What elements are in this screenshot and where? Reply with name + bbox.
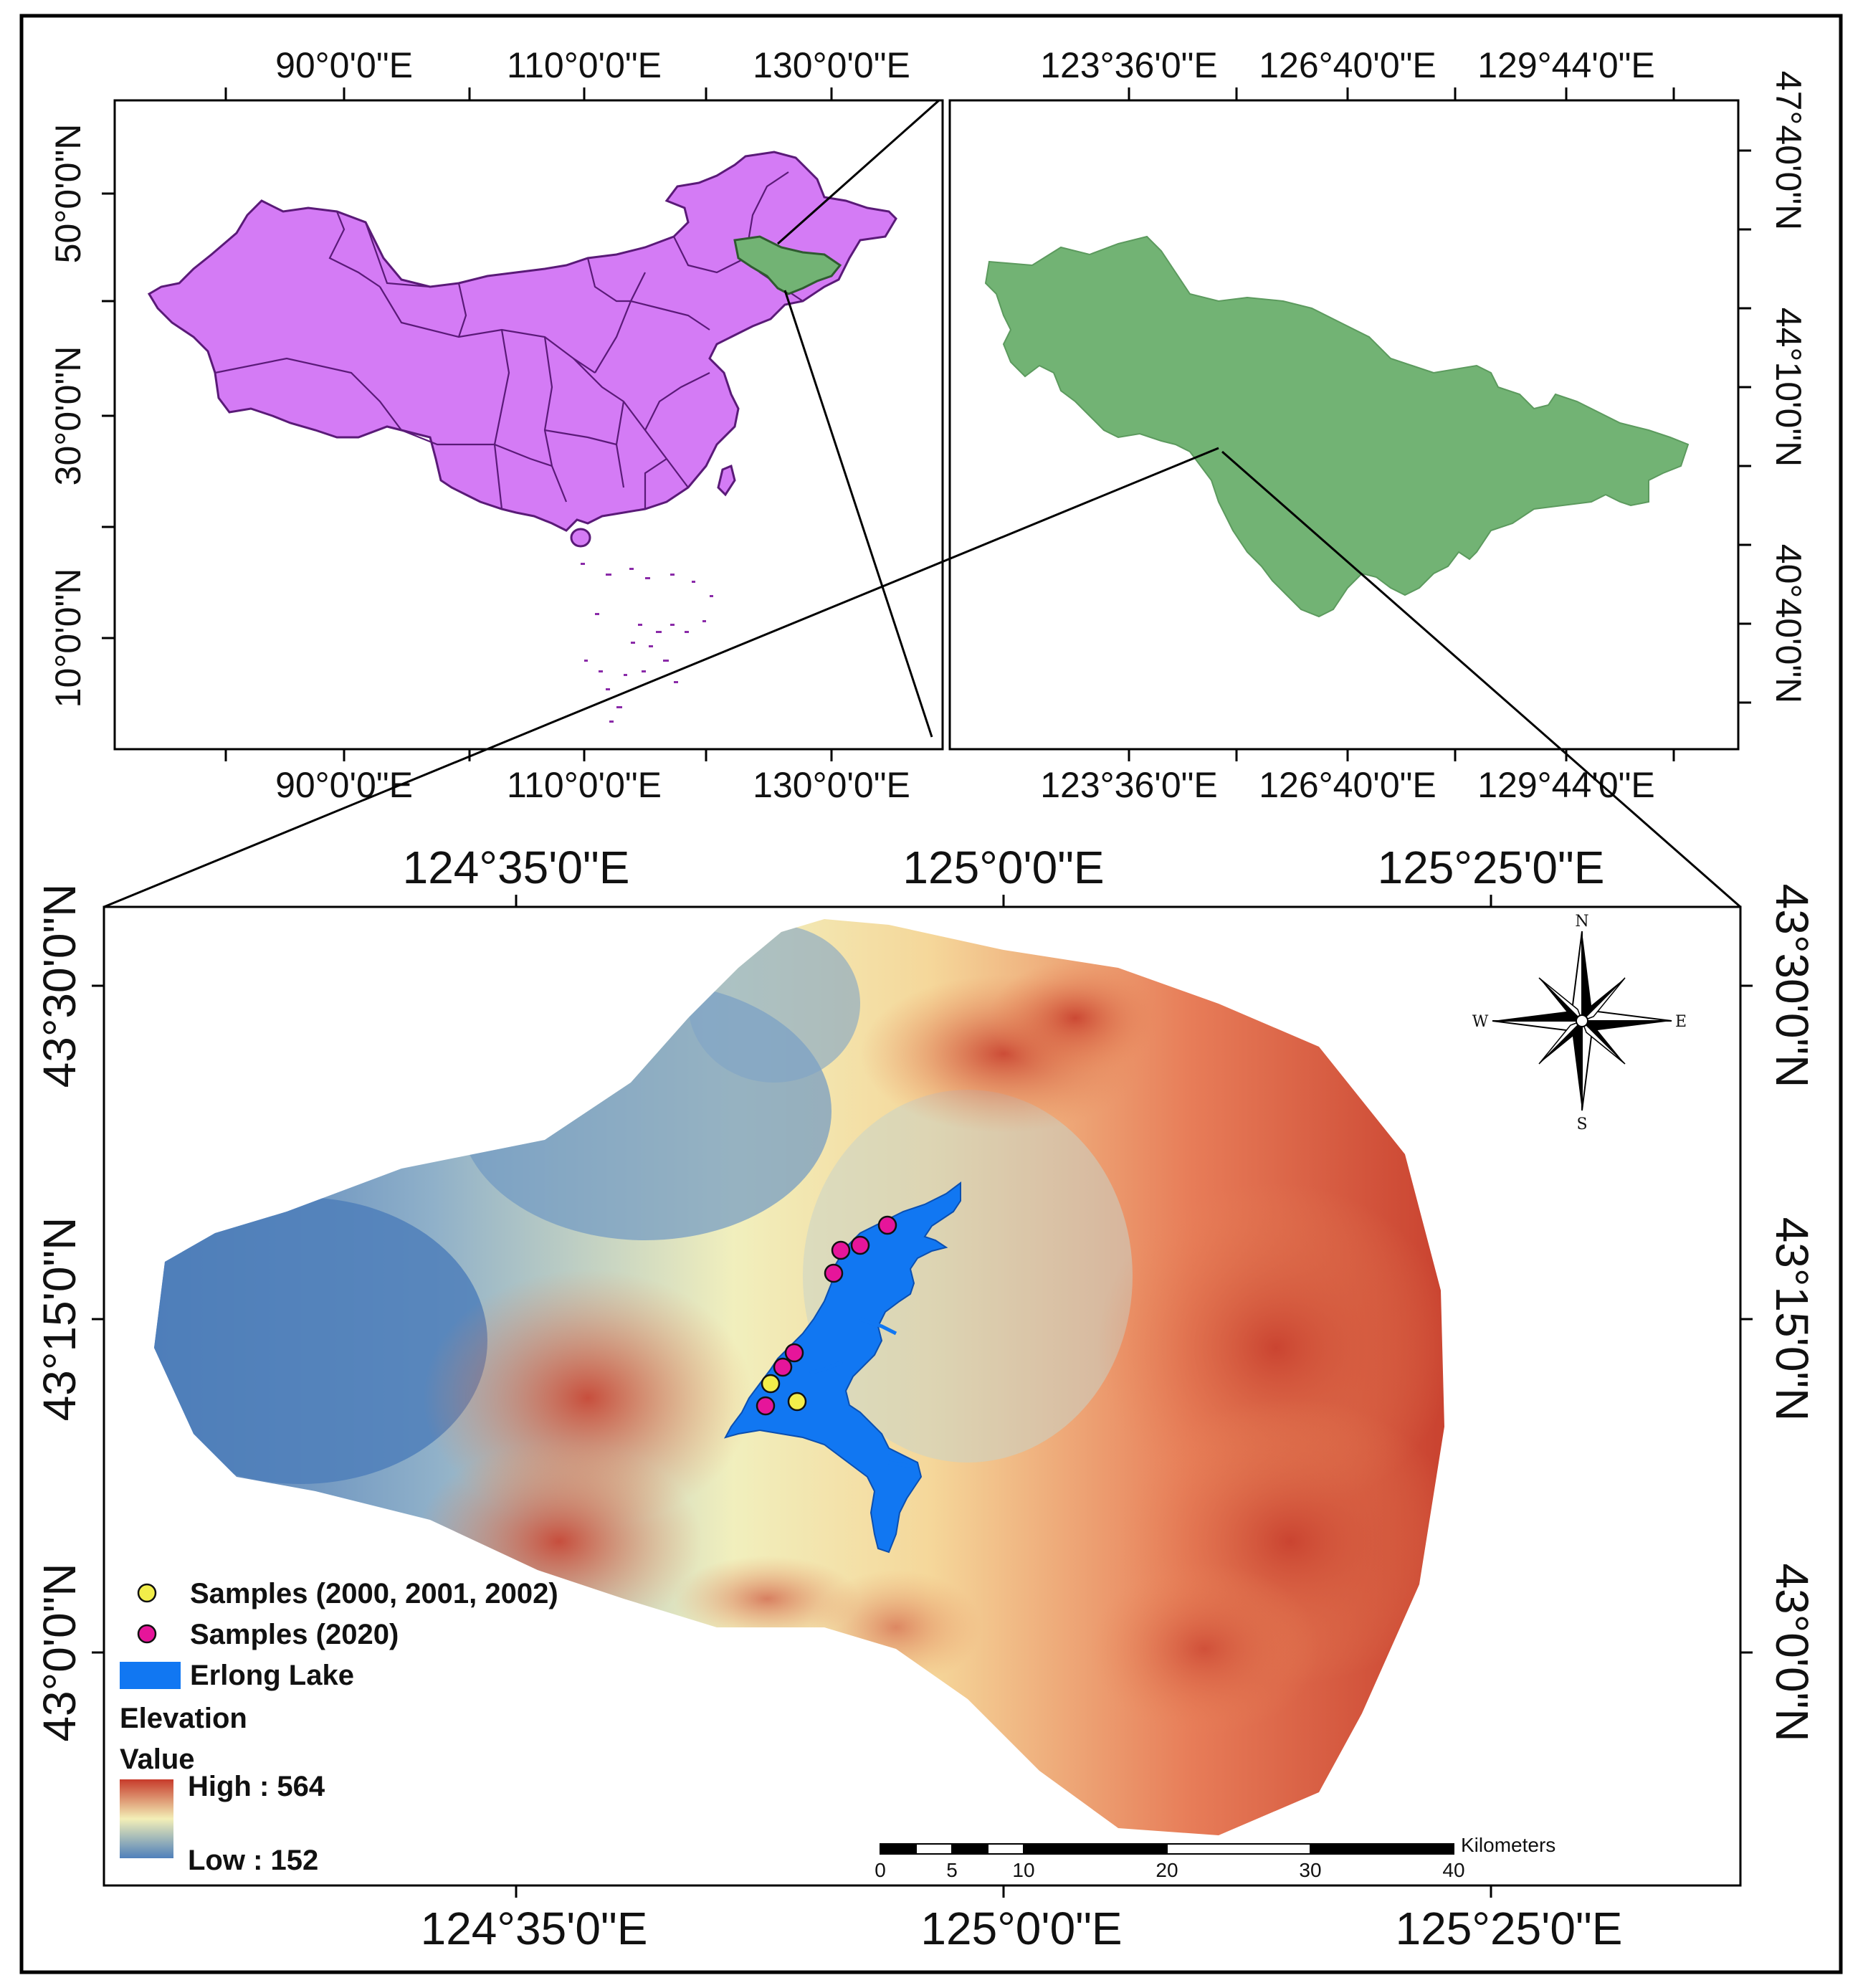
legend-lake-symbol [120,1662,181,1689]
jilin-right-tick-47n: 47°40'0"N [1768,71,1809,230]
sample-2020-point [784,1343,804,1363]
taiwan-island [717,464,736,497]
scale-bar-label-40: 40 [1442,1859,1464,1881]
compass-south-label: S [1576,1116,1587,1133]
jilin-right-tick-40n: 40°40'0"N [1768,544,1809,703]
jilin-province-shape [984,235,1690,618]
main-left-tick-43-30n: 43°30'0"N [34,884,85,1088]
jilin-right-tick-44n: 44°10'0"N [1768,308,1809,467]
main-right-tick-43-30n: 43°30'0"N [1766,884,1818,1088]
sample-2000-2002-point [787,1392,807,1412]
china-bottom-tick-110e: 110°0'0"E [507,765,662,805]
scale-bar: Kilometers 0 5 10 20 30 40 [875,1834,1555,1881]
china-left-tick-30n: 30°0'0"N [48,346,88,486]
scale-bar-label-10: 10 [1012,1859,1034,1881]
scale-bar-label-5: 5 [946,1859,958,1881]
scale-bar-label-0: 0 [875,1859,886,1881]
sample-2000-2002-point [761,1374,781,1394]
main-left-tick-43-15n: 43°15'0"N [34,1217,85,1422]
sample-2020-point [756,1396,776,1416]
sample-2020-point [831,1240,851,1260]
legend-sample-old-symbol [137,1583,157,1603]
jilin-top-tick-126e: 126°40'0"E [1259,45,1436,85]
main-bottom-tick-125-00e: 125°0'0"E [920,1903,1122,1954]
jilin-top-tick-123e: 123°36'0"E [1040,45,1218,85]
compass-north-label: N [1575,913,1588,931]
china-left-tick-50n: 50°0'0"N [48,124,88,264]
inset-connector-lines [103,99,1741,908]
jilin-bottom-tick-123e: 123°36'0"E [1040,765,1218,805]
main-bottom-tick-125-25e: 125°25'0"E [1396,1903,1623,1954]
hainan-island [570,528,591,548]
north-arrow-compass: N S E W [1472,913,1687,1133]
legend-sample-new-symbol [137,1624,157,1644]
scale-bar-label-20: 20 [1156,1859,1178,1881]
erlong-lake-shape [724,1181,961,1554]
main-top-tick-125-25e: 125°25'0"E [1378,842,1605,893]
jilin-bottom-tick-126e: 126°40'0"E [1259,765,1436,805]
china-top-tick-110e: 110°0'0"E [507,45,662,85]
main-bottom-tick-124-35e: 124°35'0"E [421,1903,648,1954]
south-china-sea-islands [581,563,713,723]
map-legend: Samples (2000, 2001, 2002) Samples (2020… [120,1578,558,1876]
legend-value-label: Value [120,1744,195,1775]
sample-2020-point [850,1235,870,1255]
legend-low-label: Low : 152 [188,1845,318,1876]
legend-sample-new-label: Samples (2020) [190,1619,399,1650]
scale-bar-label-30: 30 [1299,1859,1321,1881]
jilin-bottom-tick-129e: 129°44'0"E [1477,765,1655,805]
main-top-tick-124-35e: 124°35'0"E [403,842,630,893]
jilin-top-tick-129e: 129°44'0"E [1477,45,1655,85]
main-top-tick-125-00e: 125°0'0"E [902,842,1104,893]
legend-elevation-ramp [120,1779,173,1858]
jilin-province-highlight [733,235,842,295]
main-right-tick-43-15n: 43°15'0"N [1766,1217,1818,1422]
sample-2020-point [824,1263,844,1283]
china-top-tick-90e: 90°0'0"E [275,45,413,85]
legend-elevation-title: Elevation [120,1703,247,1734]
sample-2020-point [773,1357,793,1377]
jilin-inset-map: 123°36'0"E 126°40'0"E 129°44'0"E 123°36'… [948,45,1809,805]
sample-2020-point [877,1215,897,1235]
china-left-tick-10n: 10°0'0"N [48,569,88,708]
china-bottom-tick-90e: 90°0'0"E [275,765,413,805]
main-elevation-map: 124°35'0"E 125°0'0"E 125°25'0"E 124°35'0… [34,842,1818,1954]
china-inset-map: 90°0'0"E 110°0'0"E 130°0'0"E 90°0'0"E 11… [48,45,944,805]
sample-points-2020 [756,1215,897,1416]
legend-lake-label: Erlong Lake [190,1660,354,1691]
compass-west-label: W [1472,1013,1489,1031]
sample-points-2000-2002 [761,1374,807,1412]
main-left-tick-43-00n: 43°0'0"N [34,1563,85,1741]
main-right-tick-43-00n: 43°0'0"N [1766,1563,1818,1741]
compass-east-label: E [1675,1013,1687,1031]
china-top-tick-130e: 130°0'0"E [753,45,910,85]
legend-high-label: High : 564 [188,1771,325,1802]
legend-sample-old-label: Samples (2000, 2001, 2002) [190,1578,558,1609]
china-bottom-tick-130e: 130°0'0"E [753,765,910,805]
scale-bar-unit: Kilometers [1461,1834,1555,1856]
